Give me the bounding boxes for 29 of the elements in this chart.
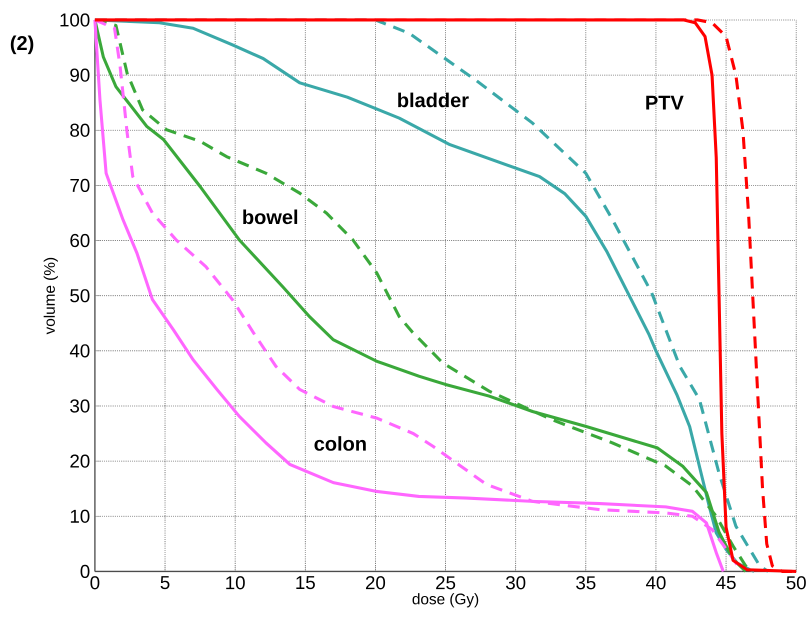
y-tick-label: 10: [70, 509, 90, 523]
x-tick-label: 50: [786, 576, 806, 590]
y-tick-label: 50: [70, 288, 90, 302]
x-tick-label: 45: [716, 576, 736, 589]
y-tick-label: 100: [60, 13, 90, 26]
annotation: bladder: [398, 92, 469, 108]
annotation: colon: [314, 436, 366, 451]
y-tick-label: 20: [70, 454, 90, 468]
y-tick-label: 40: [70, 344, 90, 358]
text: (2): [10, 35, 34, 54]
x-tick-label: 30: [506, 576, 526, 590]
x-tick-label: 40: [646, 576, 666, 590]
x-tick-label: 25: [436, 576, 456, 590]
y-tick-label: 80: [70, 123, 90, 137]
x-tick-label: 0: [90, 576, 100, 590]
y-tick-label: 90: [70, 68, 90, 82]
annotation: bowel: [243, 209, 298, 224]
x-tick-label: 35: [576, 576, 596, 590]
x-tick-label: 5: [160, 576, 170, 589]
annotation: PTV: [646, 96, 684, 110]
y-tick-label: 60: [70, 234, 90, 247]
x-tick-label: 10: [226, 576, 245, 590]
y-tick-label: 30: [70, 399, 90, 412]
x-tick-label: 20: [366, 576, 386, 590]
y-tick-label: 0: [80, 564, 90, 578]
y-tick-label: 70: [70, 178, 90, 192]
x-axis-title: dose (Gy): [412, 592, 478, 608]
x-tick-label: 15: [296, 576, 315, 589]
y-axis-title: volume (%): [44, 258, 58, 334]
